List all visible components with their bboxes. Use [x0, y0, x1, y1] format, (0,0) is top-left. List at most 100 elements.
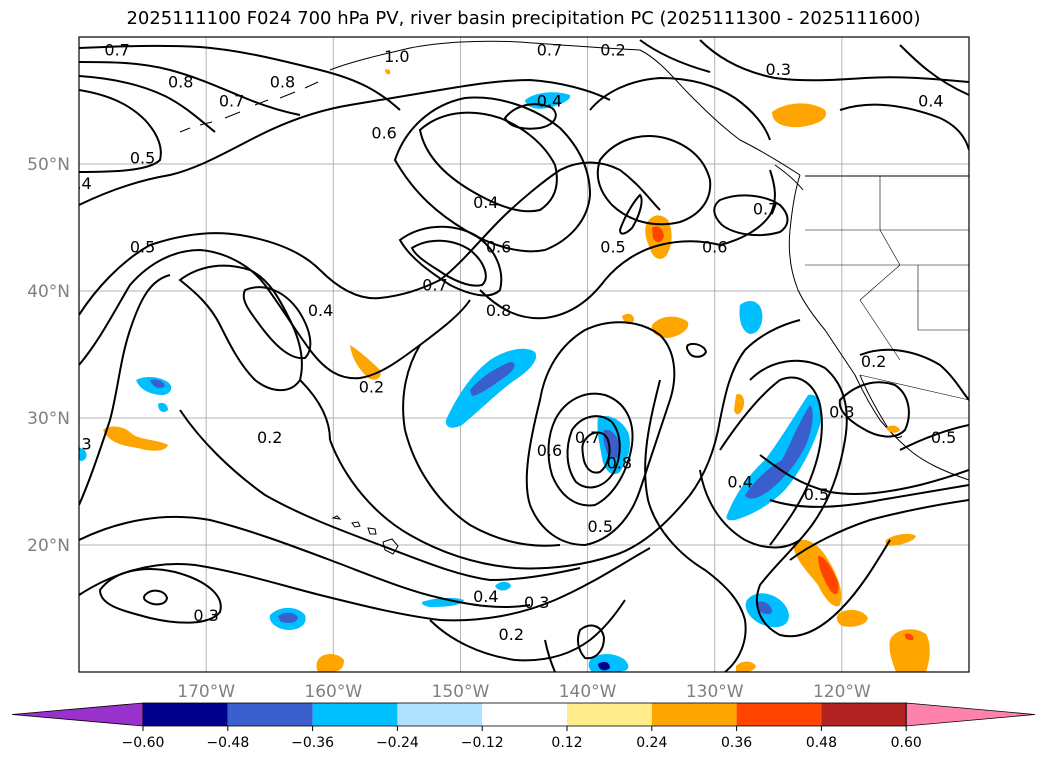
precip-region-neg [79, 448, 87, 461]
precip-region-pos [889, 629, 930, 672]
contour-line [618, 193, 643, 235]
contour-line [79, 61, 301, 116]
contour-label: 0.5 [804, 485, 829, 504]
contour-line [398, 225, 503, 297]
contour-line [566, 415, 621, 489]
colorbar-tick-label: 0.36 [721, 735, 752, 751]
colorbar-segment [821, 703, 907, 726]
contour-line [639, 39, 711, 73]
contour-label: 0.3 [193, 606, 218, 625]
contour-label: 0.2 [257, 428, 282, 447]
contour-label: 0.4 [537, 92, 562, 111]
contour-line [79, 75, 216, 133]
contour-label: 0.2 [600, 41, 625, 60]
precip-region-pos [651, 316, 689, 338]
contour-line [713, 194, 789, 237]
contour-line [769, 484, 969, 508]
colorbar-tick-label: −0.60 [122, 735, 165, 751]
hawaii-islands [331, 515, 399, 555]
precip-region-neg [158, 402, 168, 412]
contour-label: 0.4 [308, 301, 333, 320]
contour-line [699, 469, 801, 549]
precip-region-neg-core [598, 661, 610, 671]
contour-label: 0.5 [600, 238, 625, 257]
contour-label: 0.6 [486, 238, 511, 257]
precip-region-neg [495, 581, 511, 591]
colorbar-tick-label: 0.48 [806, 735, 837, 751]
colorbar-extend-low [11, 702, 144, 727]
lat-tick-label: 20°N [27, 536, 70, 556]
contour-line [644, 379, 747, 672]
contour-line [749, 359, 891, 638]
contour-label: 0.5 [130, 238, 155, 257]
contour-line [79, 89, 162, 173]
colorbar-tick-label: −0.48 [206, 735, 249, 751]
colorbar-tick-label: −0.36 [291, 735, 334, 751]
contour-line [329, 319, 801, 570]
precip-region-neg-core [470, 362, 515, 396]
us-states-borders [805, 176, 969, 361]
precip-region-pos [736, 661, 756, 672]
precip-region-pos-core [652, 226, 664, 243]
contour-line [79, 248, 471, 380]
latitude-ticks: 50°N 40°N 30°N 20°N [27, 155, 70, 556]
colorbar-segment [482, 703, 567, 726]
contour-line [410, 239, 487, 287]
contour-line [418, 111, 558, 213]
contour-line [838, 381, 910, 438]
contour-labels: 0.7 0.8 0.7 0.8 1.0 0.7 0.6 0.4 0.5 0.5 0.4 0.6 0.7 0… [66, 41, 956, 688]
contour-line [79, 44, 401, 111]
colorbar-segment [651, 703, 737, 726]
lat-tick-label: 50°N [27, 155, 70, 175]
contour-label: 0.4 [66, 174, 91, 193]
precip-region-neg-core [745, 405, 813, 499]
contour-line [859, 348, 969, 401]
contour-label: 0.3 [829, 403, 854, 422]
contour-label: 0.4 [727, 473, 752, 492]
contour-label: 0.6 [371, 123, 396, 142]
colorbar-extend-high [905, 702, 1036, 727]
contour-label: 0.3 [766, 60, 791, 79]
contour-line [839, 103, 969, 151]
contour-line [79, 78, 611, 206]
colorbar-segment [736, 703, 822, 726]
contour-line [179, 409, 581, 582]
contour-label: 0.8 [168, 72, 193, 91]
precip-region-pos [836, 609, 868, 627]
colorbar-segment [143, 703, 228, 726]
colorbar-tick-label: 0.60 [891, 735, 922, 751]
contour-label: 0.2 [359, 377, 384, 396]
contour-line [719, 376, 823, 546]
colorbar-tick-label: 0.24 [636, 735, 667, 751]
lon-tick-label: 170°W [177, 682, 235, 702]
precip-region-pos [793, 539, 842, 607]
colorbar-ticks: −0.60 −0.48 −0.36 −0.24 −0.12 0.12 0.24 0.36 0.4… [122, 726, 922, 751]
precip-region-neg [136, 376, 172, 396]
contour-label: 0.7 [104, 41, 129, 60]
contour-label: 0.7 [219, 92, 244, 111]
contour-label: 0.8 [270, 72, 295, 91]
alaska-coastline [329, 40, 801, 176]
contour-line [581, 431, 611, 474]
contour-line [576, 624, 606, 660]
lon-tick-label: 120°W [813, 682, 871, 702]
precip-region-neg-core [758, 601, 772, 615]
contour-line [79, 274, 171, 506]
coastlines [179, 40, 969, 555]
colorbar-segment [567, 703, 652, 726]
map-frame [78, 36, 970, 673]
contour-line [544, 639, 556, 672]
contour-label: 0.8 [486, 301, 511, 320]
contour-label: 0.2 [549, 669, 574, 688]
precip-shading [79, 69, 930, 672]
contour-line [242, 286, 312, 360]
contour-line [503, 103, 557, 130]
contour-line [596, 135, 712, 226]
contour-label: 0.3 [524, 593, 549, 612]
contour-line [178, 264, 303, 392]
lon-tick-label: 140°W [559, 682, 617, 702]
vancouver-island [774, 164, 804, 191]
precip-region-neg [739, 300, 763, 334]
longitude-ticks: 170°W 160°W 150°W 140°W 130°W 120°W [177, 682, 871, 702]
